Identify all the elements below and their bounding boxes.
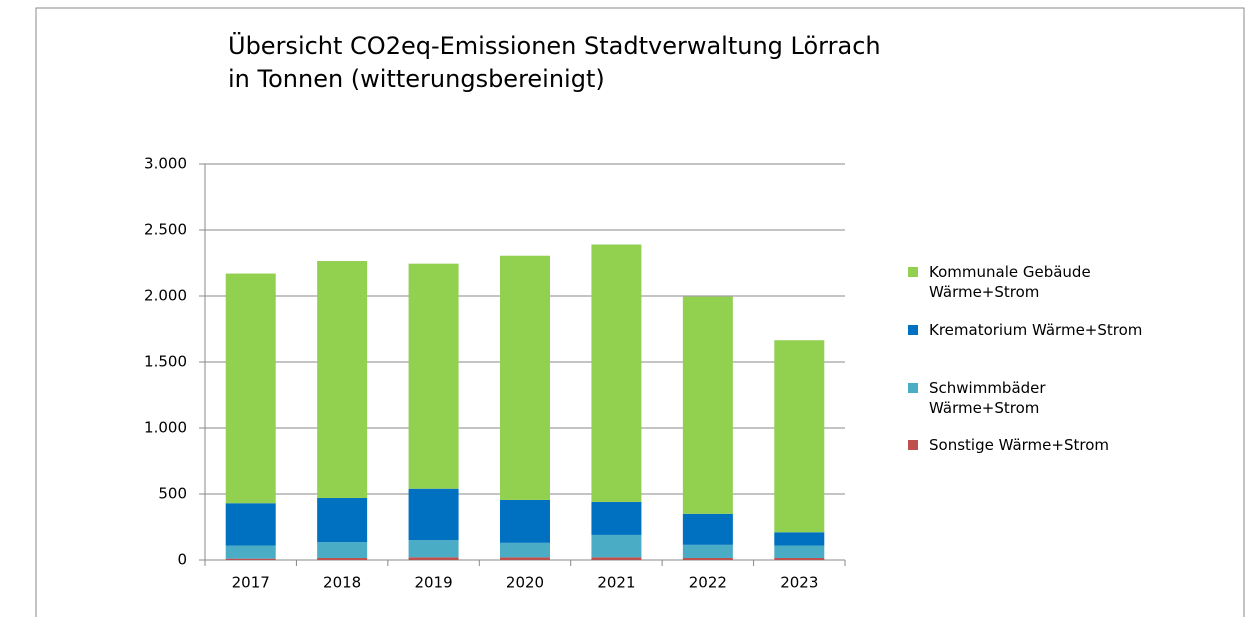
chart-title: Übersicht CO2eq-Emissionen Stadtverwaltu…: [228, 31, 881, 60]
legend-label: Sonstige Wärme+Strom: [929, 436, 1109, 454]
legend-item: Krematorium Wärme+Strom: [908, 320, 1245, 340]
bar-segment: [682, 558, 733, 560]
legend-swatch: [908, 383, 918, 393]
bar-segment: [317, 261, 368, 498]
bar-segment: [408, 557, 459, 560]
legend-label: Kommunale Gebäude Wärme+Strom: [929, 263, 1091, 301]
bar-segment: [500, 557, 550, 560]
x-tick-label: 2023: [780, 574, 818, 592]
bar-segment: [225, 503, 276, 546]
y-tick-label: 1.000: [144, 419, 187, 437]
bar-segment: [225, 545, 276, 559]
bar-segment: [682, 296, 733, 514]
bar-segment: [500, 499, 550, 543]
y-tick-label: 3.000: [144, 155, 187, 173]
x-tick-label: 2020: [506, 574, 544, 592]
bar-segment: [317, 542, 368, 559]
legend-swatch: [908, 440, 918, 450]
y-tick-label: 2.000: [144, 287, 187, 305]
bar-segment: [500, 255, 550, 500]
y-tick-label: 0: [177, 551, 187, 569]
legend-swatch: [908, 325, 918, 335]
bar-segment: [317, 497, 368, 543]
legend-item: Kommunale Gebäude Wärme+Strom: [908, 262, 1245, 302]
bar-segment: [591, 534, 642, 558]
y-tick-label: 500: [158, 485, 187, 503]
bar-segment: [774, 558, 825, 560]
bar-segment: [317, 558, 368, 560]
x-tick-label: 2017: [232, 574, 270, 592]
x-tick-label: 2019: [414, 574, 452, 592]
bar-segment: [408, 263, 459, 489]
x-tick-label: 2022: [689, 574, 727, 592]
bar-segment: [408, 540, 459, 558]
bar-segment: [225, 558, 276, 560]
bar-segment: [774, 532, 825, 546]
bar-segment: [408, 488, 459, 541]
legend-item: Sonstige Wärme+Strom: [908, 435, 1245, 455]
y-tick-label: 1.500: [144, 353, 187, 371]
x-tick-label: 2021: [597, 574, 635, 592]
legend-label: Krematorium Wärme+Strom: [929, 321, 1143, 339]
bar-segment: [774, 545, 825, 559]
chart-subtitle: in Tonnen (witterungsbereinigt): [228, 65, 605, 93]
bar-segment: [500, 542, 550, 558]
legend-swatch: [908, 267, 918, 277]
legend-item: Schwimmbäder Wärme+Strom: [908, 378, 1245, 418]
bar-segment: [682, 513, 733, 545]
bar-segment: [682, 544, 733, 559]
bar-segment: [591, 557, 642, 560]
frame: [35, 7, 1245, 617]
legend-label: Schwimmbäder Wärme+Strom: [929, 379, 1046, 417]
bar-segment: [774, 340, 825, 533]
bar-segment: [591, 501, 642, 535]
bar-segment: [225, 273, 276, 504]
bar-segment: [591, 244, 642, 502]
y-tick-label: 2.500: [144, 221, 187, 239]
x-tick-label: 2018: [323, 574, 361, 592]
